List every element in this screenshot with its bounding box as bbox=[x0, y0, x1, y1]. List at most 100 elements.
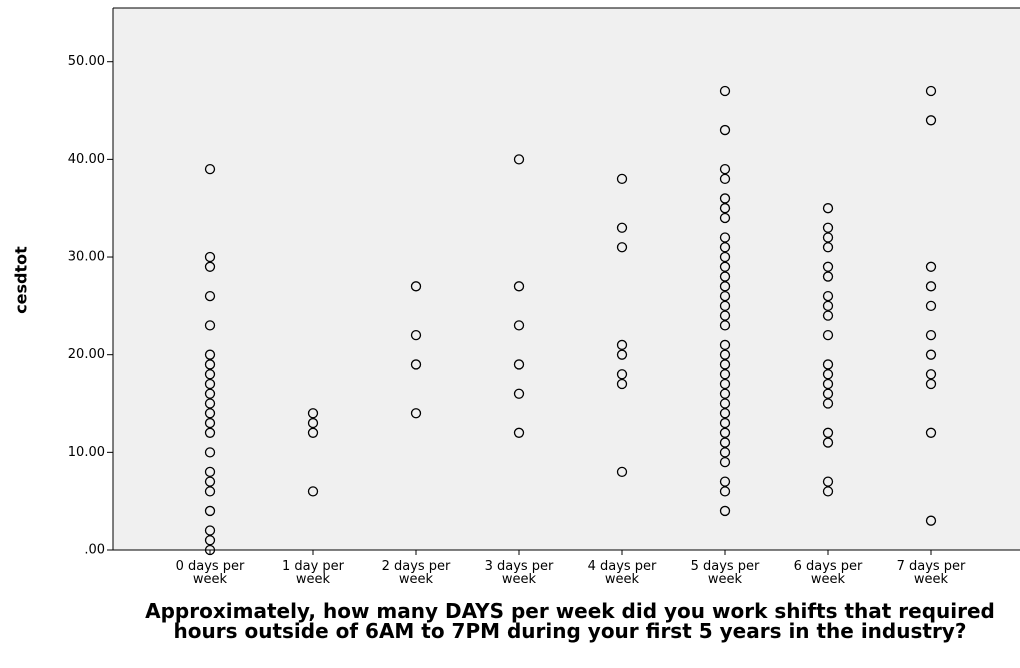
point bbox=[307, 417, 319, 429]
point bbox=[204, 544, 216, 556]
point bbox=[719, 232, 731, 243]
point bbox=[204, 525, 216, 536]
point bbox=[616, 369, 628, 380]
point bbox=[925, 281, 937, 292]
point bbox=[822, 378, 834, 390]
x-tick-label: 4 days per week bbox=[587, 559, 657, 587]
point bbox=[822, 398, 834, 409]
x-tick-label: 5 days per week bbox=[690, 559, 760, 587]
y-tick-label: 50.00 bbox=[68, 54, 105, 69]
point bbox=[719, 85, 731, 97]
chart: cesdtot .00 10.00 20.00 30.00 40.00 50.00 bbox=[12, 7, 1020, 558]
point bbox=[616, 466, 628, 478]
point bbox=[719, 447, 731, 458]
point bbox=[204, 427, 216, 438]
x-tick-label: 0 days per week bbox=[175, 559, 245, 587]
point bbox=[204, 359, 216, 370]
point bbox=[822, 203, 834, 214]
point bbox=[204, 476, 216, 487]
point bbox=[204, 447, 216, 458]
point bbox=[513, 154, 525, 165]
x-tick-label: 6 days per week bbox=[793, 559, 863, 587]
point bbox=[204, 320, 216, 331]
point bbox=[719, 339, 731, 351]
point bbox=[204, 505, 216, 517]
point bbox=[204, 251, 216, 263]
point bbox=[925, 330, 937, 341]
point bbox=[822, 310, 834, 321]
point bbox=[925, 378, 937, 390]
point bbox=[925, 369, 937, 380]
point bbox=[925, 515, 937, 526]
point bbox=[719, 212, 731, 224]
point bbox=[822, 427, 834, 438]
point bbox=[307, 427, 319, 438]
point bbox=[719, 408, 731, 419]
point bbox=[307, 408, 319, 419]
point bbox=[822, 330, 834, 341]
point bbox=[204, 349, 216, 360]
point bbox=[719, 417, 731, 429]
point bbox=[719, 173, 731, 185]
point bbox=[822, 242, 834, 253]
point bbox=[719, 251, 731, 263]
point bbox=[719, 261, 731, 272]
point bbox=[719, 124, 731, 136]
point bbox=[719, 281, 731, 292]
point bbox=[719, 427, 731, 438]
point bbox=[822, 222, 834, 233]
point bbox=[719, 242, 731, 253]
x-tick-label: 3 days per week bbox=[484, 559, 554, 587]
point bbox=[719, 388, 731, 399]
point bbox=[822, 271, 834, 282]
point bbox=[719, 310, 731, 321]
point bbox=[204, 486, 216, 497]
point bbox=[925, 349, 937, 360]
plot-area bbox=[113, 8, 1020, 550]
x-tick-label: 1 day per week bbox=[281, 559, 345, 587]
point bbox=[410, 408, 422, 419]
point bbox=[410, 330, 422, 341]
point bbox=[616, 378, 628, 390]
point bbox=[925, 300, 937, 312]
point bbox=[822, 388, 834, 399]
point bbox=[204, 388, 216, 399]
point bbox=[513, 359, 525, 370]
y-tick-label: 40.00 bbox=[68, 152, 105, 167]
x-axis-label: Approximately, how many DAYS per week di… bbox=[145, 599, 995, 643]
point bbox=[822, 437, 834, 448]
point bbox=[204, 417, 216, 429]
point bbox=[513, 427, 525, 438]
point bbox=[204, 398, 216, 409]
point bbox=[719, 203, 731, 214]
point bbox=[925, 261, 937, 272]
point bbox=[719, 456, 731, 468]
point bbox=[719, 290, 731, 302]
point bbox=[307, 486, 319, 497]
point bbox=[925, 427, 937, 438]
point bbox=[719, 378, 731, 390]
point bbox=[719, 163, 731, 175]
x-tick-label: 7 days per week bbox=[896, 559, 966, 587]
point bbox=[822, 486, 834, 497]
point bbox=[616, 222, 628, 233]
point bbox=[719, 398, 731, 409]
point bbox=[719, 476, 731, 487]
point bbox=[719, 369, 731, 380]
point bbox=[925, 85, 937, 97]
point bbox=[204, 163, 216, 175]
y-tick-label: 20.00 bbox=[68, 347, 105, 362]
point bbox=[204, 290, 216, 302]
point bbox=[822, 359, 834, 370]
point bbox=[719, 193, 731, 204]
point bbox=[822, 232, 834, 243]
point bbox=[204, 408, 216, 419]
point bbox=[410, 281, 422, 292]
point bbox=[513, 281, 525, 292]
point bbox=[513, 388, 525, 399]
point bbox=[719, 486, 731, 497]
point bbox=[204, 466, 216, 478]
point bbox=[410, 359, 422, 370]
x-tick-label: 2 days per week bbox=[381, 559, 451, 587]
